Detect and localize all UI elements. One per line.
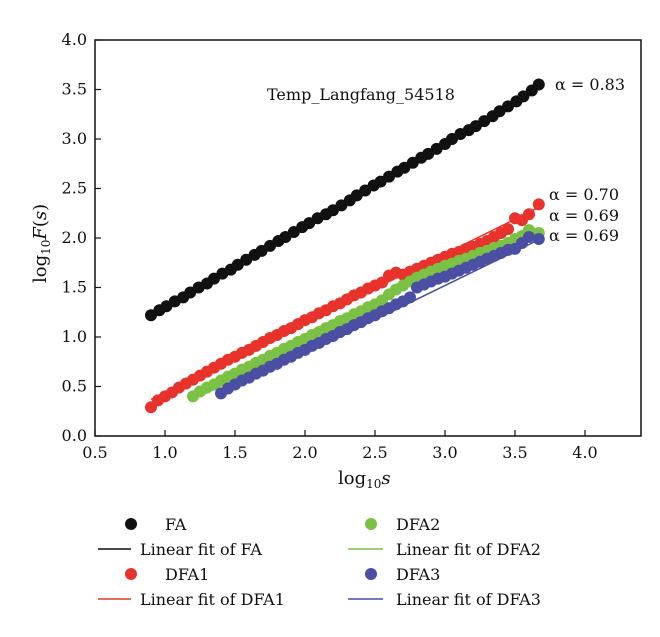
legend-label-dfa3-fit: Linear fit of DFA3 (396, 590, 541, 609)
y-tick-label: 0.0 (62, 426, 87, 445)
svg-text:log10s: log10s (338, 468, 391, 491)
point-dfa1 (523, 208, 535, 221)
alpha-label-dfa1: α = 0.70 (549, 185, 619, 204)
legend-label-dfa2: DFA2 (396, 515, 440, 534)
y-tick-label: 3.5 (62, 80, 87, 99)
svg-text:log10F(s): log10F(s) (30, 204, 53, 283)
chart-title: Temp_Langfang_54518 (267, 85, 455, 104)
x-tick-label: 2.0 (292, 443, 317, 462)
y-tick-label: 0.5 (62, 377, 87, 396)
point-dfa3 (404, 291, 416, 304)
legend-label-fa: FA (165, 515, 187, 534)
y-axis-title: log10F(s) (30, 204, 53, 283)
y-tick-label: 3.0 (62, 129, 87, 148)
x-tick-label: 2.5 (362, 443, 387, 462)
y-tick-label: 2.5 (62, 179, 87, 198)
y-tick-label: 1.0 (62, 327, 87, 346)
point-dfa3 (523, 231, 535, 244)
alpha-label-dfa2: α = 0.69 (549, 206, 619, 225)
legend-label-dfa1-fit: Linear fit of DFA1 (140, 590, 285, 609)
legend: FA Linear fit of FA DFA1 Linear fit of D… (98, 515, 541, 609)
point-dfa1 (502, 223, 514, 236)
legend-marker-dfa3 (365, 568, 377, 580)
x-tick-label: 1.5 (222, 443, 247, 462)
point-dfa3 (532, 232, 545, 245)
point-dfa1 (532, 198, 545, 211)
legend-label-dfa1: DFA1 (165, 565, 209, 584)
y-tick-label: 2.0 (62, 228, 87, 247)
legend-marker-fa (125, 518, 137, 530)
alpha-label-fa: α = 0.83 (555, 75, 625, 94)
x-axis-title: log10s (338, 468, 391, 491)
axis-ticks: 0.5 1.0 1.5 2.0 2.5 3.0 3.5 4.00.00.51.01.52.02… (62, 30, 598, 462)
x-tick-label: 3.5 (502, 443, 527, 462)
x-tick-label: 1.0 (152, 443, 177, 462)
alpha-label-dfa3: α = 0.69 (549, 226, 619, 245)
y-tick-label: 4.0 (62, 30, 87, 49)
point-fa (532, 78, 545, 91)
y-tick-label: 1.5 (62, 278, 87, 297)
point-fa (517, 90, 530, 103)
x-tick-label: 3.0 (432, 443, 457, 462)
legend-label-dfa3: DFA3 (396, 565, 440, 584)
x-tick-label: 4.0 (572, 443, 597, 462)
legend-marker-dfa1 (125, 568, 137, 580)
legend-marker-dfa2 (365, 518, 377, 530)
data-points (145, 78, 545, 414)
x-tick-label: 0.5 (82, 443, 107, 462)
legend-label-fa-fit: Linear fit of FA (140, 540, 262, 559)
legend-label-dfa2-fit: Linear fit of DFA2 (396, 540, 541, 559)
